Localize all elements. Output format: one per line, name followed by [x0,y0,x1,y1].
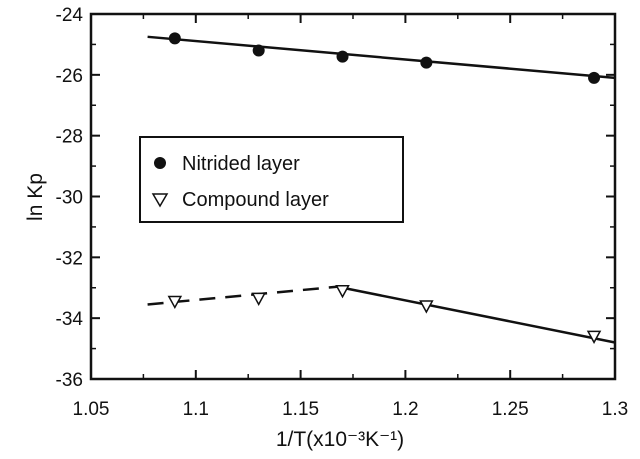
y-tick-label: -34 [56,309,84,330]
nitrided-layer-point [588,71,601,84]
y-tick-label: -36 [56,370,83,391]
legend-box [139,136,404,223]
nitrided-layer-point [252,44,265,57]
x-axis-title: 1/T(x10⁻³K⁻¹) [276,428,404,451]
y-tick-label: -32 [56,248,83,269]
nitrided-layer-fit-line [147,35,616,80]
compound-layer-point [167,295,183,310]
y-tick-label: -30 [56,188,83,209]
compound-layer-point [335,285,350,299]
y-tick-label: -26 [56,66,83,87]
x-tick-label: 1.1 [183,399,209,420]
x-tick-label: 1.2 [392,399,418,420]
legend-marker-compound-layer [151,193,169,208]
legend-label-nitrided-layer: Nitrided layer [182,153,300,175]
compound-layer-point [586,330,602,344]
y-tick-label: -28 [56,127,83,148]
compound-layer-dashed-fit-line [147,284,343,306]
nitrided-layer-point [336,50,349,63]
nitrided-layer-point [420,56,433,69]
x-tick-label: 1.15 [282,399,319,420]
x-tick-label: 1.3 [602,399,628,420]
x-tick-label: 1.05 [73,399,110,420]
legend-marker-nitrided-layer [154,157,166,169]
compound-layer-point [251,292,266,306]
legend-label-compound-layer: Compound layer [182,189,329,211]
y-axis-title: ln Kp [24,173,47,221]
compound-layer-fit-line [342,286,616,344]
x-tick-label: 1.25 [492,399,529,420]
compound-layer-point [419,300,434,314]
y-tick-label: -24 [56,5,84,26]
nitrided-layer-point [168,32,181,45]
legend: Nitrided layer Compound layer [139,136,404,223]
